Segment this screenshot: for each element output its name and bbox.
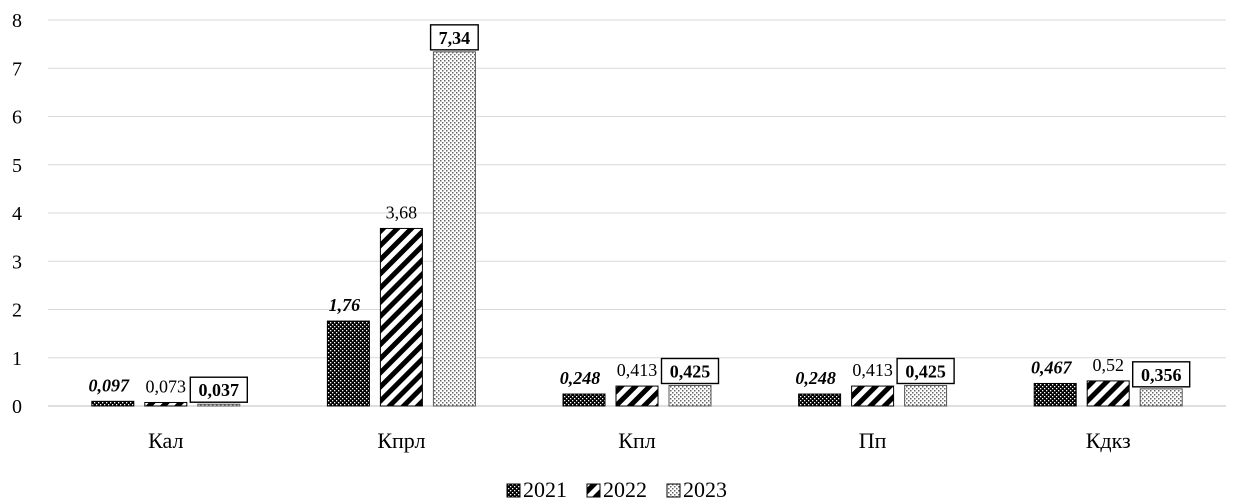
x-category-label: Кдкз: [1086, 428, 1131, 453]
bar-2022: [379, 227, 423, 407]
bar-2021: [798, 393, 842, 407]
legend-swatch: [586, 483, 601, 498]
legend-swatch: [666, 483, 681, 498]
data-label: 0,097: [89, 375, 131, 395]
data-label: 0,425: [905, 361, 946, 381]
bar-2021: [91, 400, 135, 407]
data-label-box: [1131, 361, 1191, 388]
data-label-box: [896, 357, 955, 385]
legend-label: 2022: [603, 477, 647, 498]
y-tick-label: 2: [12, 300, 22, 322]
bar-2023: [668, 384, 712, 407]
data-label: 0,356: [1141, 365, 1182, 385]
data-label: 0,413: [852, 360, 893, 380]
y-tick-label: 7: [12, 58, 22, 80]
x-axis-categories: Кал Кпрл Кпл Пп Кдкз: [148, 428, 1131, 453]
bar-2022: [1086, 380, 1130, 407]
legend-label: 2021: [523, 477, 567, 498]
bar-2021: [562, 393, 606, 407]
data-label-box: [660, 357, 720, 385]
data-label: 1,76: [329, 295, 361, 315]
y-tick-label: 1: [12, 348, 22, 370]
data-label: 0,037: [199, 380, 240, 400]
bars: [91, 51, 1183, 407]
bar-2021: [326, 320, 370, 407]
bar-2022: [851, 385, 895, 407]
y-tick-label: 4: [12, 203, 22, 225]
bar-2022: [615, 385, 659, 407]
x-category-label: Кпрл: [377, 428, 425, 453]
x-category-label: Пп: [859, 428, 887, 453]
bar-2023: [904, 384, 948, 407]
bar-2023: [1139, 388, 1183, 407]
data-label: 0,073: [146, 376, 187, 396]
y-tick-label: 8: [12, 10, 22, 32]
legend: 2021 2022 2023: [506, 477, 727, 498]
data-label: 0,413: [617, 360, 658, 380]
y-tick-label: 3: [12, 251, 22, 273]
data-labels: 0,097 0,073 0,037 1,76 3,68 7,34 0,248 0,413 0,4…: [89, 24, 1191, 403]
data-label-box: [189, 376, 249, 403]
data-label: 0,467: [1031, 357, 1073, 377]
y-tick-label: 5: [12, 155, 22, 177]
data-label: 0,248: [560, 368, 601, 388]
bar-2023: [432, 51, 476, 407]
gridlines: [48, 19, 1226, 407]
y-tick-label: 0: [12, 396, 22, 418]
data-label: 0,425: [670, 361, 711, 381]
legend-swatch: [506, 483, 521, 498]
bar-2021: [1033, 382, 1077, 407]
data-label: 0,248: [795, 368, 836, 388]
data-label: 7,34: [439, 28, 471, 48]
y-tick-label: 6: [12, 107, 22, 129]
x-category-label: Кпл: [618, 428, 655, 453]
y-axis-ticks: 0 1 2 3 4 5 6 7 8: [12, 10, 22, 418]
bar-2023: [197, 403, 241, 407]
bar-2022: [144, 401, 188, 407]
x-category-label: Кал: [148, 428, 183, 453]
data-label: 0,52: [1092, 355, 1124, 375]
data-label-box: [429, 24, 479, 51]
data-label: 3,68: [386, 202, 418, 222]
legend-label: 2023: [683, 477, 727, 498]
